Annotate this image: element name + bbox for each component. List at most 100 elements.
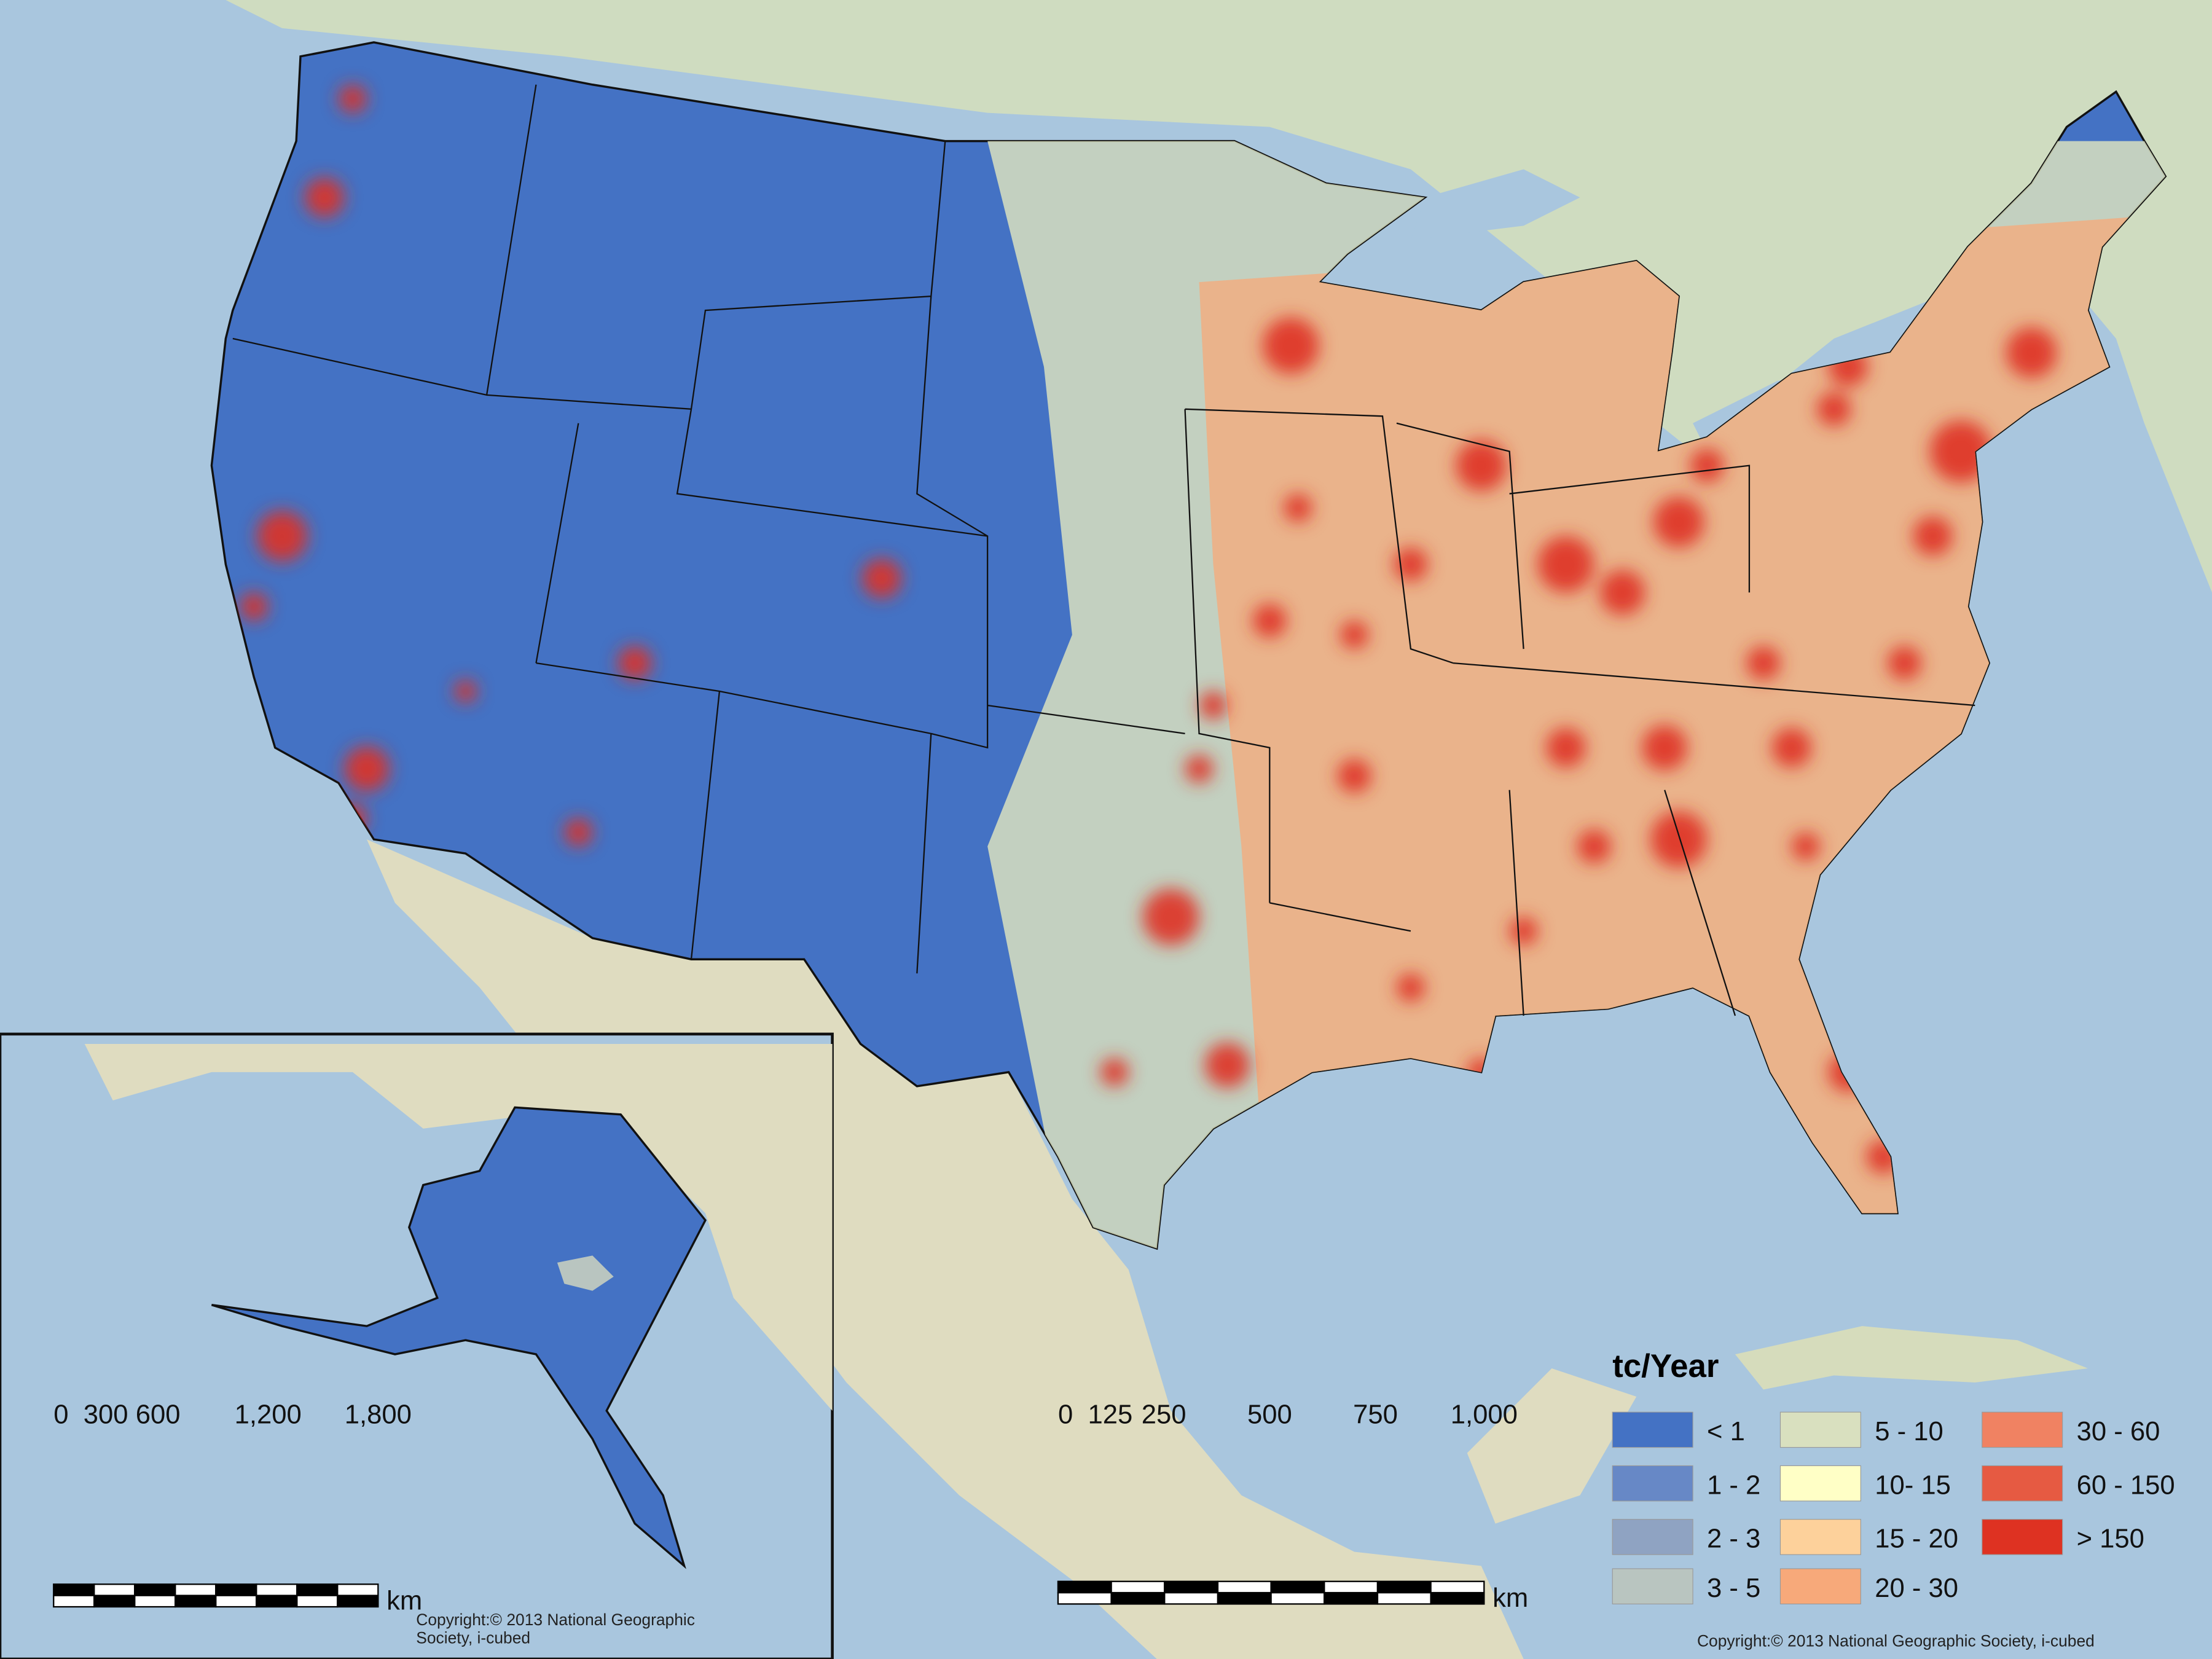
legend-swatch <box>1612 1568 1693 1605</box>
scale-segment <box>296 1594 339 1608</box>
city <box>1929 420 1992 483</box>
legend-swatch <box>1982 1411 2063 1448</box>
legend-label: 60 - 150 <box>2077 1470 2175 1500</box>
scale-segment <box>53 1594 95 1608</box>
scale-segment <box>53 1583 95 1596</box>
city <box>240 592 269 621</box>
legend-label: 2 - 3 <box>1707 1524 1760 1554</box>
city <box>344 746 390 792</box>
city <box>1577 830 1611 864</box>
legend-swatch <box>1982 1465 2063 1502</box>
city <box>1340 621 1369 649</box>
city <box>1913 516 1953 556</box>
city <box>1509 917 1538 946</box>
scale-segment <box>1110 1580 1166 1594</box>
legend-swatch <box>1612 1519 1693 1555</box>
scale-segment <box>175 1594 217 1608</box>
scale-segment <box>175 1583 217 1596</box>
scale-segment <box>1270 1591 1325 1605</box>
scale-segment <box>1324 1580 1379 1594</box>
city <box>1204 1042 1250 1088</box>
city <box>256 511 308 562</box>
scale-segment <box>1057 1591 1112 1605</box>
city <box>339 84 367 113</box>
legend-swatch <box>1779 1519 1861 1555</box>
scale-label: 750 <box>1353 1400 1398 1430</box>
scale-segment <box>1164 1591 1219 1605</box>
city <box>1456 440 1507 491</box>
legend-swatch <box>1779 1465 1861 1502</box>
scale-label: 0 <box>53 1400 68 1430</box>
legend-label: 30 - 60 <box>2077 1417 2160 1446</box>
legend: tc/Year < 1 1 - 2 2 - 3 3 - 5 5 - 10 10- 15 15… <box>1612 1348 2175 1605</box>
legend-label: < 1 <box>1707 1417 1745 1446</box>
scale-segment <box>134 1583 176 1596</box>
city <box>1817 392 1851 426</box>
scale-segment <box>1217 1591 1272 1605</box>
scale-label: 1,000 <box>1451 1400 1518 1430</box>
alaska <box>211 1106 707 1569</box>
scale-segment <box>1270 1580 1325 1594</box>
city <box>1185 755 1214 783</box>
scale-label: 0 <box>1058 1400 1073 1430</box>
city <box>1546 728 1586 767</box>
state-lines <box>232 84 1975 1016</box>
legend-label: 20 - 30 <box>1875 1574 1958 1603</box>
scale-bars: 0 300 600 1,200 1,800 km 0 125 250 500 750 1,000 km <box>53 1400 1528 1616</box>
legend-label: 15 - 20 <box>1875 1524 1958 1554</box>
copyright: Copyright:© 2013 National Geographic <box>416 1610 695 1629</box>
scale-segment <box>296 1583 339 1596</box>
legend-swatch <box>1982 1519 2063 1555</box>
city <box>1690 449 1724 483</box>
scale-segment <box>215 1594 257 1608</box>
legend-swatch <box>1612 1465 1693 1502</box>
copyright: Copyright:© 2013 National Geographic Soc… <box>1697 1631 2095 1650</box>
scale-unit: km <box>1492 1583 1528 1613</box>
scale-segment <box>1164 1580 1219 1594</box>
scale-segment <box>1376 1580 1432 1594</box>
scale-segment <box>134 1594 176 1608</box>
legend-label: 10- 15 <box>1875 1470 1951 1500</box>
city <box>1642 725 1687 771</box>
scale-segment <box>1430 1580 1485 1594</box>
legend-label: > 150 <box>2077 1524 2144 1554</box>
city <box>1100 1057 1129 1086</box>
city <box>1887 646 1922 680</box>
legend-swatch <box>1779 1568 1861 1605</box>
cuba-land <box>1735 1326 2088 1390</box>
scale-label: 300 <box>84 1400 128 1430</box>
scale-label: 500 <box>1247 1400 1292 1430</box>
legend-label: 1 - 2 <box>1707 1470 1760 1500</box>
canada-land <box>0 0 2212 593</box>
legend-label: 3 - 5 <box>1707 1574 1760 1603</box>
scale-segment <box>1110 1591 1166 1605</box>
yucatan-land <box>1467 1368 1637 1524</box>
copyright: Society, i-cubed <box>416 1629 530 1647</box>
scale-segment <box>1324 1591 1379 1605</box>
city <box>2006 327 2057 378</box>
city <box>1537 536 1594 593</box>
copyrights: Copyright:© 2013 National GeographicSoci… <box>416 1610 2095 1650</box>
city <box>861 559 902 598</box>
scale-unit: km <box>386 1586 422 1616</box>
city <box>1746 646 1781 680</box>
scale-segment <box>256 1583 298 1596</box>
legend-title: tc/Year <box>1612 1348 1719 1384</box>
city <box>1771 728 1811 767</box>
city <box>1396 973 1425 1002</box>
scale-segment <box>337 1583 379 1596</box>
alaska-urban <box>557 1255 614 1291</box>
scale-segment <box>215 1583 257 1596</box>
scale-label: 250 <box>1142 1400 1186 1430</box>
scale-label: 125 <box>1088 1400 1133 1430</box>
city <box>454 680 477 703</box>
city <box>1650 811 1708 868</box>
scale-segment <box>337 1594 379 1608</box>
city <box>1653 496 1704 547</box>
scale-segment <box>93 1594 136 1608</box>
city <box>1199 691 1228 720</box>
legend-label: 5 - 10 <box>1875 1417 1943 1446</box>
scale-segment <box>1217 1580 1272 1594</box>
